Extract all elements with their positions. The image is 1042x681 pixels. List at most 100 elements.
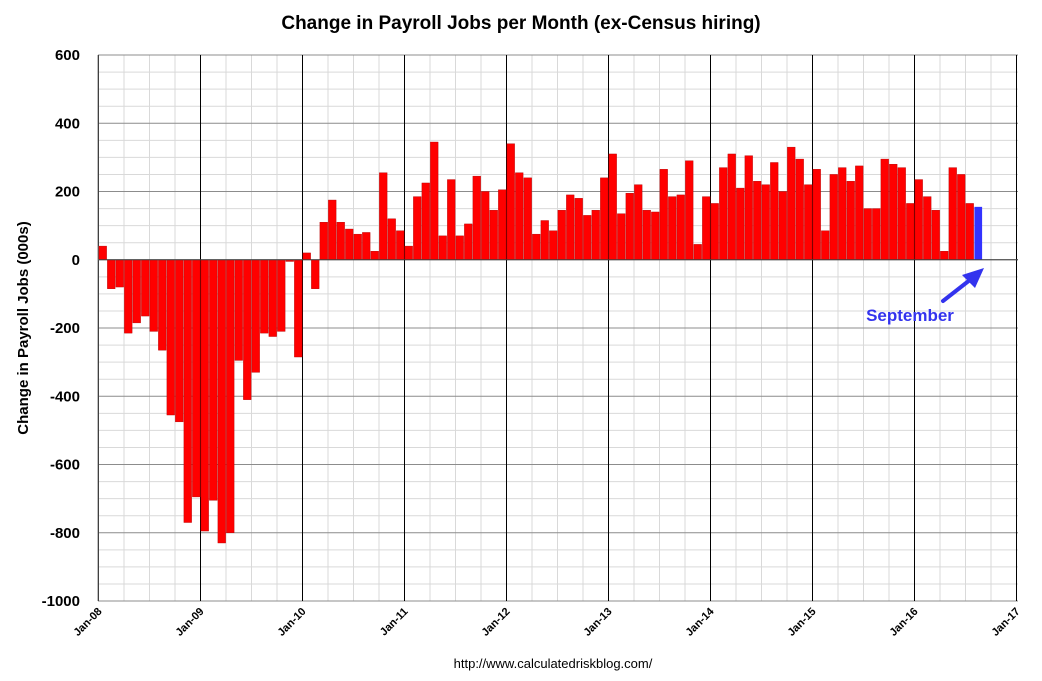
bar <box>132 259 141 324</box>
bar <box>719 167 728 260</box>
bar <box>897 167 906 260</box>
bar <box>923 196 932 260</box>
bar <box>710 203 719 260</box>
bar <box>906 203 915 260</box>
bar <box>838 167 847 260</box>
bar <box>353 233 362 260</box>
bar <box>268 259 277 337</box>
bar <box>940 251 949 260</box>
bar <box>642 210 651 260</box>
bar <box>829 174 838 260</box>
bar <box>447 179 456 260</box>
bar <box>421 182 430 260</box>
bar <box>668 196 677 260</box>
bar <box>821 230 830 260</box>
y-tick-label: 200 <box>55 184 80 201</box>
bar <box>600 177 609 260</box>
bar <box>515 172 524 260</box>
bar <box>243 259 252 400</box>
bar <box>260 259 269 334</box>
bar <box>226 259 235 533</box>
bar <box>345 228 354 260</box>
x-tick-label: Jan-09 <box>173 606 206 639</box>
annotation-arrow-head <box>962 268 984 288</box>
minor-gridlines <box>98 55 1018 601</box>
september-annotation: September <box>866 268 984 325</box>
bar <box>370 251 379 260</box>
bar <box>591 210 600 260</box>
bar <box>608 153 617 260</box>
x-tick-label: Jan-10 <box>275 606 308 639</box>
annotation-label: September <box>866 306 954 325</box>
bar <box>98 245 107 260</box>
bar <box>812 169 821 260</box>
bar <box>319 222 328 260</box>
bar <box>566 194 575 260</box>
bar <box>795 158 804 260</box>
x-tick-label: Jan-12 <box>479 606 512 639</box>
bar <box>804 184 813 260</box>
bar <box>438 235 447 260</box>
x-tick-label: Jan-11 <box>378 606 411 639</box>
bar <box>387 218 396 260</box>
y-tick-label: -600 <box>50 457 80 474</box>
bar <box>413 196 422 260</box>
bar <box>787 146 796 260</box>
bar <box>464 223 473 260</box>
bar <box>863 208 872 260</box>
bar <box>651 211 660 260</box>
bar <box>778 191 787 260</box>
bar <box>727 153 736 260</box>
bar <box>634 184 643 260</box>
bar <box>702 196 711 260</box>
bar <box>336 222 345 260</box>
bar <box>557 210 566 260</box>
bar <box>880 158 889 260</box>
y-axis-label: Change in Payroll Jobs (000s) <box>15 221 32 434</box>
bar <box>251 259 260 373</box>
bar <box>872 208 881 260</box>
source-url: http://www.calculatedriskblog.com/ <box>454 656 653 671</box>
bar <box>583 215 592 260</box>
x-tick-labels: Jan-08 Jan-09 Jan-10 Jan-11 Jan-12 Jan-13 Jan-… <box>71 605 1022 639</box>
bar <box>676 194 685 260</box>
bar <box>430 141 439 260</box>
bar <box>761 184 770 260</box>
y-tick-label: -1000 <box>42 593 80 610</box>
bar <box>302 252 311 260</box>
y-tick-label: -800 <box>50 525 80 542</box>
bar <box>455 235 464 260</box>
bar <box>277 259 286 332</box>
bar <box>294 259 303 358</box>
bar <box>115 259 124 288</box>
bar <box>396 230 405 260</box>
bar <box>141 259 150 317</box>
y-tick-label: -200 <box>50 320 80 337</box>
bar <box>736 187 745 260</box>
bar <box>472 175 481 260</box>
bar <box>753 181 762 260</box>
bar <box>846 181 855 260</box>
bar <box>362 232 371 260</box>
bar <box>974 206 983 260</box>
bar <box>914 179 923 260</box>
bar <box>149 259 158 332</box>
bar <box>685 160 694 260</box>
x-tick-label: Jan-14 <box>683 605 717 639</box>
bar <box>855 165 864 260</box>
bar <box>175 259 184 423</box>
bar <box>192 259 201 498</box>
bar <box>311 259 320 289</box>
bar <box>166 259 175 416</box>
bar <box>744 155 753 260</box>
x-tick-label: Jan-15 <box>785 606 818 639</box>
bar <box>965 203 974 260</box>
bar <box>481 191 490 260</box>
major-gridlines <box>98 54 1018 602</box>
bar <box>931 210 940 260</box>
bar <box>158 259 167 351</box>
bar <box>957 174 966 260</box>
bar <box>234 259 243 361</box>
bar <box>523 177 532 260</box>
